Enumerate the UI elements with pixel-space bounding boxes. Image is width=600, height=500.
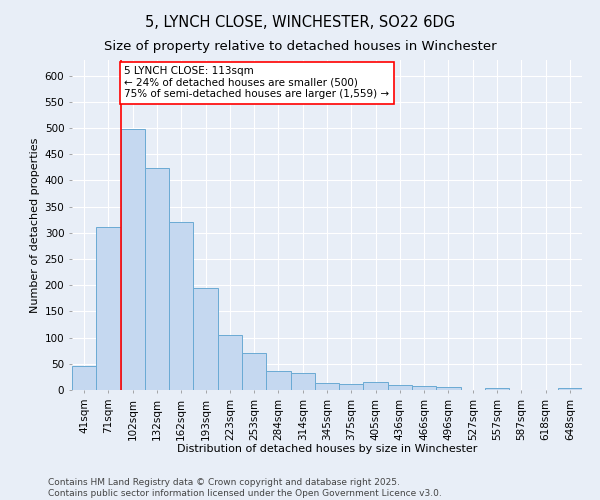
Bar — [218, 335, 242, 390]
Text: Size of property relative to detached houses in Winchester: Size of property relative to detached ho… — [104, 40, 496, 53]
Bar — [242, 354, 266, 390]
Bar — [193, 288, 218, 390]
Bar — [558, 388, 582, 390]
Y-axis label: Number of detached properties: Number of detached properties — [31, 138, 40, 312]
Bar — [485, 388, 509, 390]
Bar — [72, 366, 96, 390]
Bar — [96, 226, 121, 390]
Bar — [169, 222, 193, 390]
Bar — [290, 373, 315, 390]
Bar — [339, 384, 364, 390]
Bar — [121, 129, 145, 390]
Bar — [412, 386, 436, 390]
Bar — [388, 385, 412, 390]
Bar — [266, 370, 290, 390]
Text: 5, LYNCH CLOSE, WINCHESTER, SO22 6DG: 5, LYNCH CLOSE, WINCHESTER, SO22 6DG — [145, 15, 455, 30]
Bar — [145, 168, 169, 390]
Text: Contains HM Land Registry data © Crown copyright and database right 2025.
Contai: Contains HM Land Registry data © Crown c… — [48, 478, 442, 498]
Text: 5 LYNCH CLOSE: 113sqm
← 24% of detached houses are smaller (500)
75% of semi-det: 5 LYNCH CLOSE: 113sqm ← 24% of detached … — [124, 66, 389, 100]
Bar — [315, 382, 339, 390]
Bar — [436, 388, 461, 390]
X-axis label: Distribution of detached houses by size in Winchester: Distribution of detached houses by size … — [177, 444, 477, 454]
Bar — [364, 382, 388, 390]
